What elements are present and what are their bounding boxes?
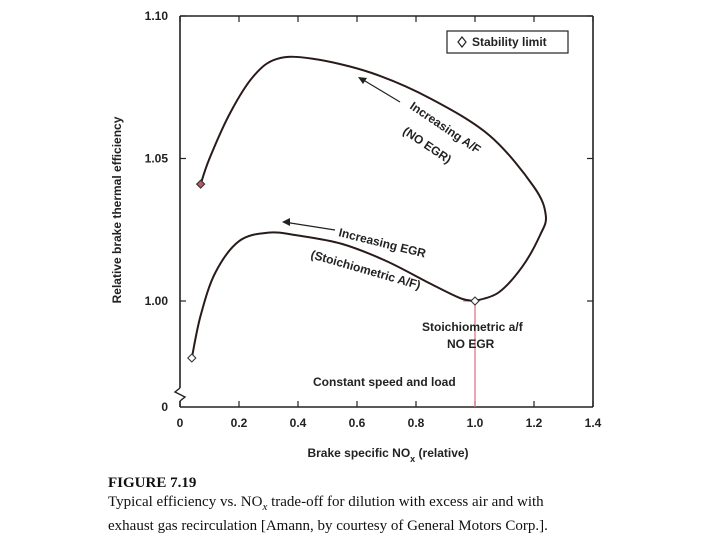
x-axis-label: Brake specific NOx (relative) <box>307 446 468 464</box>
stoichiometric-guide-line <box>463 300 476 407</box>
x-tick-label: 1.2 <box>526 416 543 430</box>
caption-figure-number: FIGURE 7.19 <box>108 475 197 491</box>
axis-break-mark <box>173 387 187 402</box>
x-tick-label: 1.0 <box>467 416 484 430</box>
annotation-constant: Constant speed and load <box>313 375 456 389</box>
y-tick-label-origin: 0 <box>161 400 168 414</box>
axis-ticks: 0 0.2 0.4 0.6 0.8 1.0 1.2 1.4 1.00 1.05 1.10 0 <box>145 9 602 430</box>
plot-frame <box>173 15 594 408</box>
series-curves <box>190 55 547 359</box>
series-line-2 <box>190 231 476 359</box>
legend: Stability limit <box>446 30 569 54</box>
arrow-increasing-egr <box>282 218 336 231</box>
y-tick-label: 1.10 <box>145 9 169 23</box>
x-tick-label: 1.4 <box>585 416 602 430</box>
y-tick-label: 1.00 <box>145 294 169 308</box>
legend-box <box>446 30 569 54</box>
series-line-1 <box>199 55 547 302</box>
annotation-stoich-line1: Stoichiometric a/f <box>422 320 524 334</box>
caption-text-line2: exhaust gas recirculation [Amann, by cou… <box>108 518 548 534</box>
y-tick-label: 1.05 <box>145 152 169 166</box>
x-tick-label: 0 <box>177 416 184 430</box>
x-tick-label: 0.8 <box>408 416 425 430</box>
stability-markers <box>187 179 480 363</box>
figure-caption: FIGURE 7.19 Typical efficiency vs. NOx t… <box>108 474 708 536</box>
stability-marker <box>187 353 197 363</box>
stability-marker <box>195 179 206 189</box>
stability-marker <box>470 296 480 306</box>
annotation-egr-line1: Increasing EGR <box>337 225 427 260</box>
efficiency-nox-chart: 0 0.2 0.4 0.6 0.8 1.0 1.2 1.4 1.00 1.05 1.10 0 Stab… <box>110 9 602 464</box>
x-tick-label: 0.4 <box>290 416 307 430</box>
arrow-increasing-af <box>358 77 401 103</box>
caption-text: Typical efficiency vs. NOx trade-off for… <box>108 494 544 513</box>
legend-diamond-icon <box>457 36 467 48</box>
y-axis-label: Relative brake thermal efficiency <box>110 116 124 303</box>
annotation-stoich-line2: NO EGR <box>447 337 495 351</box>
x-tick-label: 0.6 <box>349 416 366 430</box>
legend-label: Stability limit <box>472 35 547 49</box>
x-tick-label: 0.2 <box>231 416 248 430</box>
